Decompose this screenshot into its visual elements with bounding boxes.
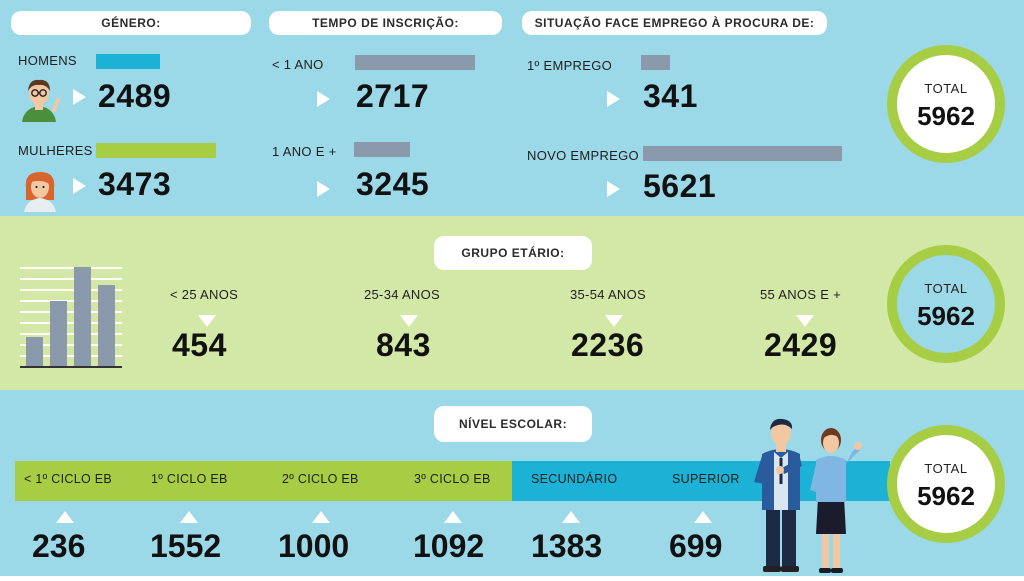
education-title: Nível escolar: [434,406,592,442]
top-section [0,0,1024,216]
age-group-title: Grupo etário: [434,236,592,270]
gender-title: Género: [11,11,251,35]
men-value: 2489 [98,78,172,114]
business-people-illustration [752,414,864,576]
edu-item-1-label: < 1º ciclo EB [24,472,113,486]
age-item-1-value: 454 [172,327,227,363]
total-label: Total [924,281,968,296]
reg-item-1-arrow-icon [317,91,330,107]
edu-item-1-value: 236 [32,528,86,564]
edu-item-6-value: 699 [669,528,723,564]
registration-time-title: Tempo de inscrição: [269,11,502,35]
age-item-3-label: 35-54 anos [570,287,646,302]
edu-item-5-value: 1383 [531,528,603,564]
age-item-2-arrow-icon [400,315,418,327]
edu-item-4-arrow-icon [444,511,462,523]
man-avatar-icon [18,76,60,122]
women-bar [96,143,216,158]
age-item-4-value: 2429 [764,327,838,363]
total-label: Total [924,461,968,476]
men-arrow-icon [73,89,86,105]
age-item-1-arrow-icon [198,315,216,327]
reg-item-2-bar [354,142,410,157]
edu-item-4-label: 3º ciclo EB [414,472,491,486]
edu-item-3-arrow-icon [312,511,330,523]
edu-item-4-value: 1092 [413,528,485,564]
women-label: Mulheres [18,143,93,158]
woman-avatar-icon [20,168,60,212]
edu-item-5-arrow-icon [562,511,580,523]
edu-item-2-label: 1º ciclo EB [151,472,228,486]
age-item-4-arrow-icon [796,315,814,327]
job-item-1-bar [641,55,670,70]
age-item-2-label: 25-34 anos [364,287,440,302]
edu-item-1-arrow-icon [56,511,74,523]
women-value: 3473 [98,166,172,202]
total-circle-bottom: Total 5962 [887,425,1005,543]
age-item-2-value: 843 [376,327,431,363]
job-item-1-value: 341 [643,78,698,114]
edu-item-6-arrow-icon [694,511,712,523]
total-value: 5962 [917,301,975,331]
job-search-title: Situação face emprego à procura de: [522,11,827,35]
edu-item-2-arrow-icon [180,511,198,523]
age-item-1-label: < 25 anos [170,287,239,302]
job-item-2-bar [643,146,842,161]
women-arrow-icon [73,178,86,194]
education-green-strip [15,461,512,501]
bar-chart-icon [18,264,124,370]
edu-item-3-value: 1000 [278,528,350,564]
age-item-3-value: 2236 [571,327,645,363]
total-circle-top: Total 5962 [887,45,1005,163]
job-item-1-arrow-icon [607,91,620,107]
reg-item-2-arrow-icon [317,181,330,197]
job-item-2-label: Novo emprego [527,148,639,163]
age-item-4-label: 55 anos e + [760,287,841,302]
edu-item-3-label: 2º ciclo EB [282,472,359,486]
job-item-2-value: 5621 [643,168,717,204]
edu-item-2-value: 1552 [150,528,222,564]
job-item-1-label: 1º emprego [527,58,613,73]
total-label: Total [924,81,968,96]
reg-item-2-label: 1 ano e + [272,144,337,159]
men-bar [96,54,160,69]
total-value: 5962 [917,101,975,131]
total-value: 5962 [917,481,975,511]
reg-item-1-value: 2717 [356,78,430,114]
total-circle-middle: Total 5962 [887,245,1005,363]
edu-item-6-label: Superior [672,472,740,486]
men-label: Homens [18,53,77,68]
edu-item-5-label: Secundário [531,472,618,486]
reg-item-1-label: < 1 ano [272,57,324,72]
reg-item-2-value: 3245 [356,166,430,202]
age-item-3-arrow-icon [605,315,623,327]
reg-item-1-bar [355,55,475,70]
job-item-2-arrow-icon [607,181,620,197]
